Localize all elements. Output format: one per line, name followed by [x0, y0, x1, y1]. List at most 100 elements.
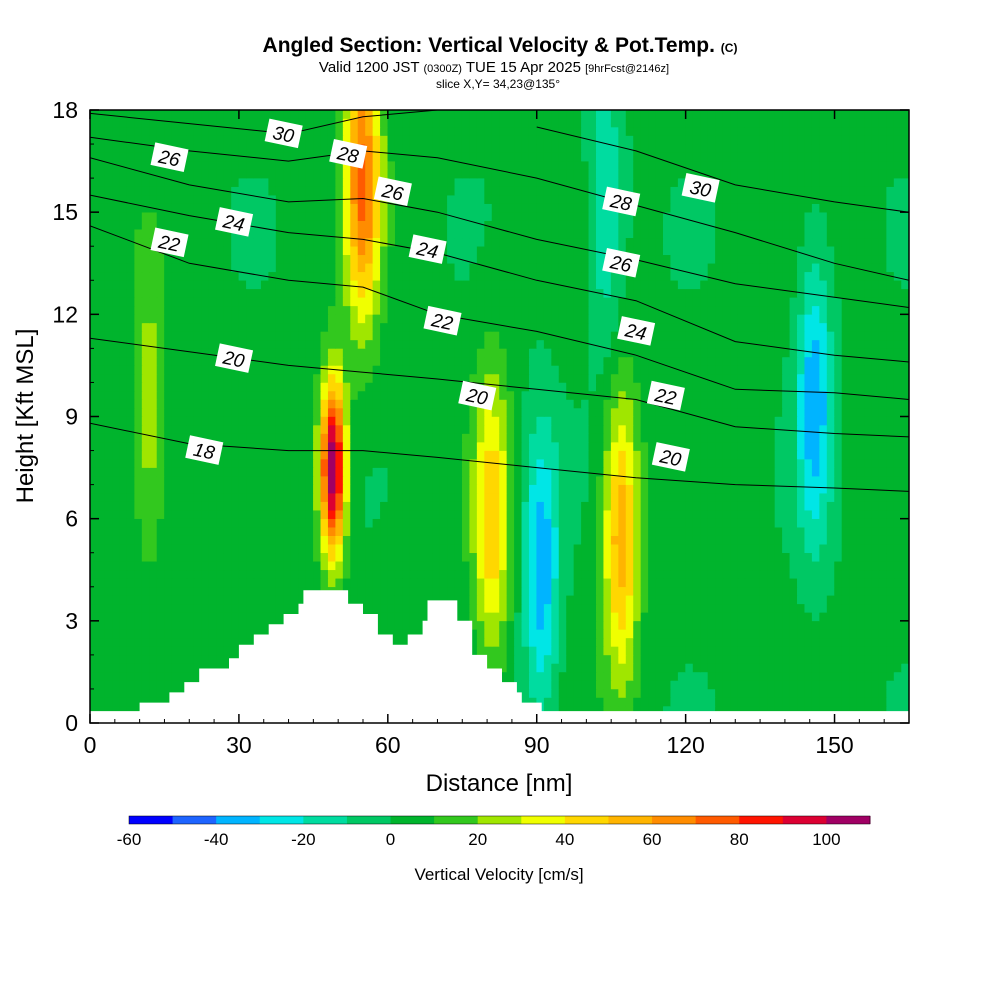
velocity-cell: [357, 492, 366, 502]
velocity-cell: [216, 365, 225, 375]
velocity-cell: [424, 365, 433, 375]
velocity-cell: [208, 339, 217, 349]
velocity-cell: [804, 680, 813, 690]
velocity-cell: [528, 382, 538, 392]
velocity-cell: [104, 339, 113, 349]
velocity-cell: [179, 475, 188, 485]
velocity-cell: [826, 620, 835, 630]
velocity-cell: [595, 688, 605, 698]
velocity-cell: [826, 603, 835, 613]
chart-title-line: Angled Section: Vertical Velocity & Pot.…: [0, 34, 1000, 60]
velocity-cell: [164, 586, 173, 596]
velocity-cell: [543, 433, 552, 443]
velocity-cell: [804, 433, 813, 443]
velocity-cell: [134, 407, 143, 417]
velocity-cell: [134, 654, 143, 664]
velocity-cell: [610, 356, 619, 366]
velocity-cell: [305, 356, 314, 366]
velocity-cell: [707, 603, 716, 613]
velocity-cell: [461, 441, 471, 451]
velocity-cell: [253, 612, 262, 622]
velocity-cell: [424, 560, 433, 571]
velocity-cell: [573, 526, 582, 536]
velocity-cell: [104, 535, 113, 545]
velocity-cell: [588, 475, 597, 485]
velocity-cell: [663, 552, 672, 562]
velocity-cell: [633, 484, 642, 494]
velocity-cell: [804, 560, 813, 571]
velocity-cell: [246, 629, 255, 639]
velocity-cell: [782, 688, 791, 698]
velocity-cell: [744, 705, 753, 715]
velocity-cell: [558, 424, 567, 434]
velocity-cell: [514, 339, 523, 349]
velocity-cell: [439, 577, 448, 588]
velocity-cell: [327, 560, 336, 571]
velocity-cell: [618, 475, 627, 485]
velocity-cell: [588, 688, 597, 698]
velocity-cell: [558, 458, 567, 468]
velocity-cell: [208, 526, 217, 536]
velocity-cell: [238, 552, 247, 562]
velocity-cell: [290, 552, 299, 562]
velocity-cell: [313, 433, 322, 443]
velocity-cell: [432, 348, 441, 358]
velocity-cell: [536, 390, 545, 400]
velocity-cell: [618, 365, 627, 375]
velocity-cell: [841, 680, 850, 690]
velocity-cell: [610, 458, 619, 468]
velocity-cell: [268, 382, 277, 392]
velocity-cell: [536, 373, 545, 383]
velocity-cell: [134, 671, 143, 681]
velocity-cell: [536, 339, 545, 349]
velocity-cell: [864, 629, 873, 639]
velocity-cell: [469, 637, 478, 647]
velocity-cell: [819, 705, 828, 715]
velocity-cell: [409, 535, 418, 545]
velocity-cell: [744, 535, 753, 545]
velocity-cell: [700, 475, 709, 485]
velocity-cell: [90, 612, 98, 622]
velocity-cell: [461, 356, 471, 366]
velocity-cell: [528, 458, 538, 468]
velocity-cell: [424, 433, 433, 443]
velocity-cell: [581, 569, 590, 579]
velocity-cell: [171, 475, 180, 485]
velocity-cell: [149, 697, 158, 707]
velocity-cell: [767, 526, 776, 536]
velocity-cell: [484, 560, 493, 571]
velocity-cell: [476, 620, 485, 630]
velocity-cell: [610, 680, 619, 690]
velocity-cell: [782, 492, 791, 502]
velocity-cell: [156, 458, 165, 468]
velocity-cell: [603, 535, 612, 545]
velocity-cell: [834, 441, 843, 451]
velocity-cell: [640, 654, 649, 664]
velocity-cell: [782, 501, 791, 511]
velocity-cell: [506, 424, 515, 434]
velocity-cell: [372, 484, 381, 494]
velocity-cell: [677, 484, 686, 494]
velocity-cell: [730, 637, 739, 647]
velocity-cell: [856, 654, 865, 664]
velocity-cell: [849, 543, 858, 554]
velocity-cell: [543, 484, 552, 494]
velocity-cell: [268, 586, 277, 596]
velocity-cell: [886, 586, 895, 596]
velocity-cell: [841, 441, 850, 451]
velocity-cell: [849, 654, 858, 664]
velocity-cell: [871, 663, 880, 673]
velocity-cell: [774, 458, 783, 468]
velocity-cell: [849, 671, 858, 681]
velocity-cell: [826, 492, 835, 502]
velocity-cell: [521, 475, 530, 485]
velocity-cell: [216, 373, 225, 383]
velocity-cell: [893, 373, 902, 383]
velocity-cell: [677, 560, 686, 571]
velocity-cell: [849, 552, 858, 562]
velocity-cell: [313, 577, 322, 588]
velocity-cell: [640, 518, 649, 528]
velocity-cell: [856, 569, 865, 579]
velocity-cell: [499, 569, 508, 579]
velocity-cell: [581, 697, 590, 707]
